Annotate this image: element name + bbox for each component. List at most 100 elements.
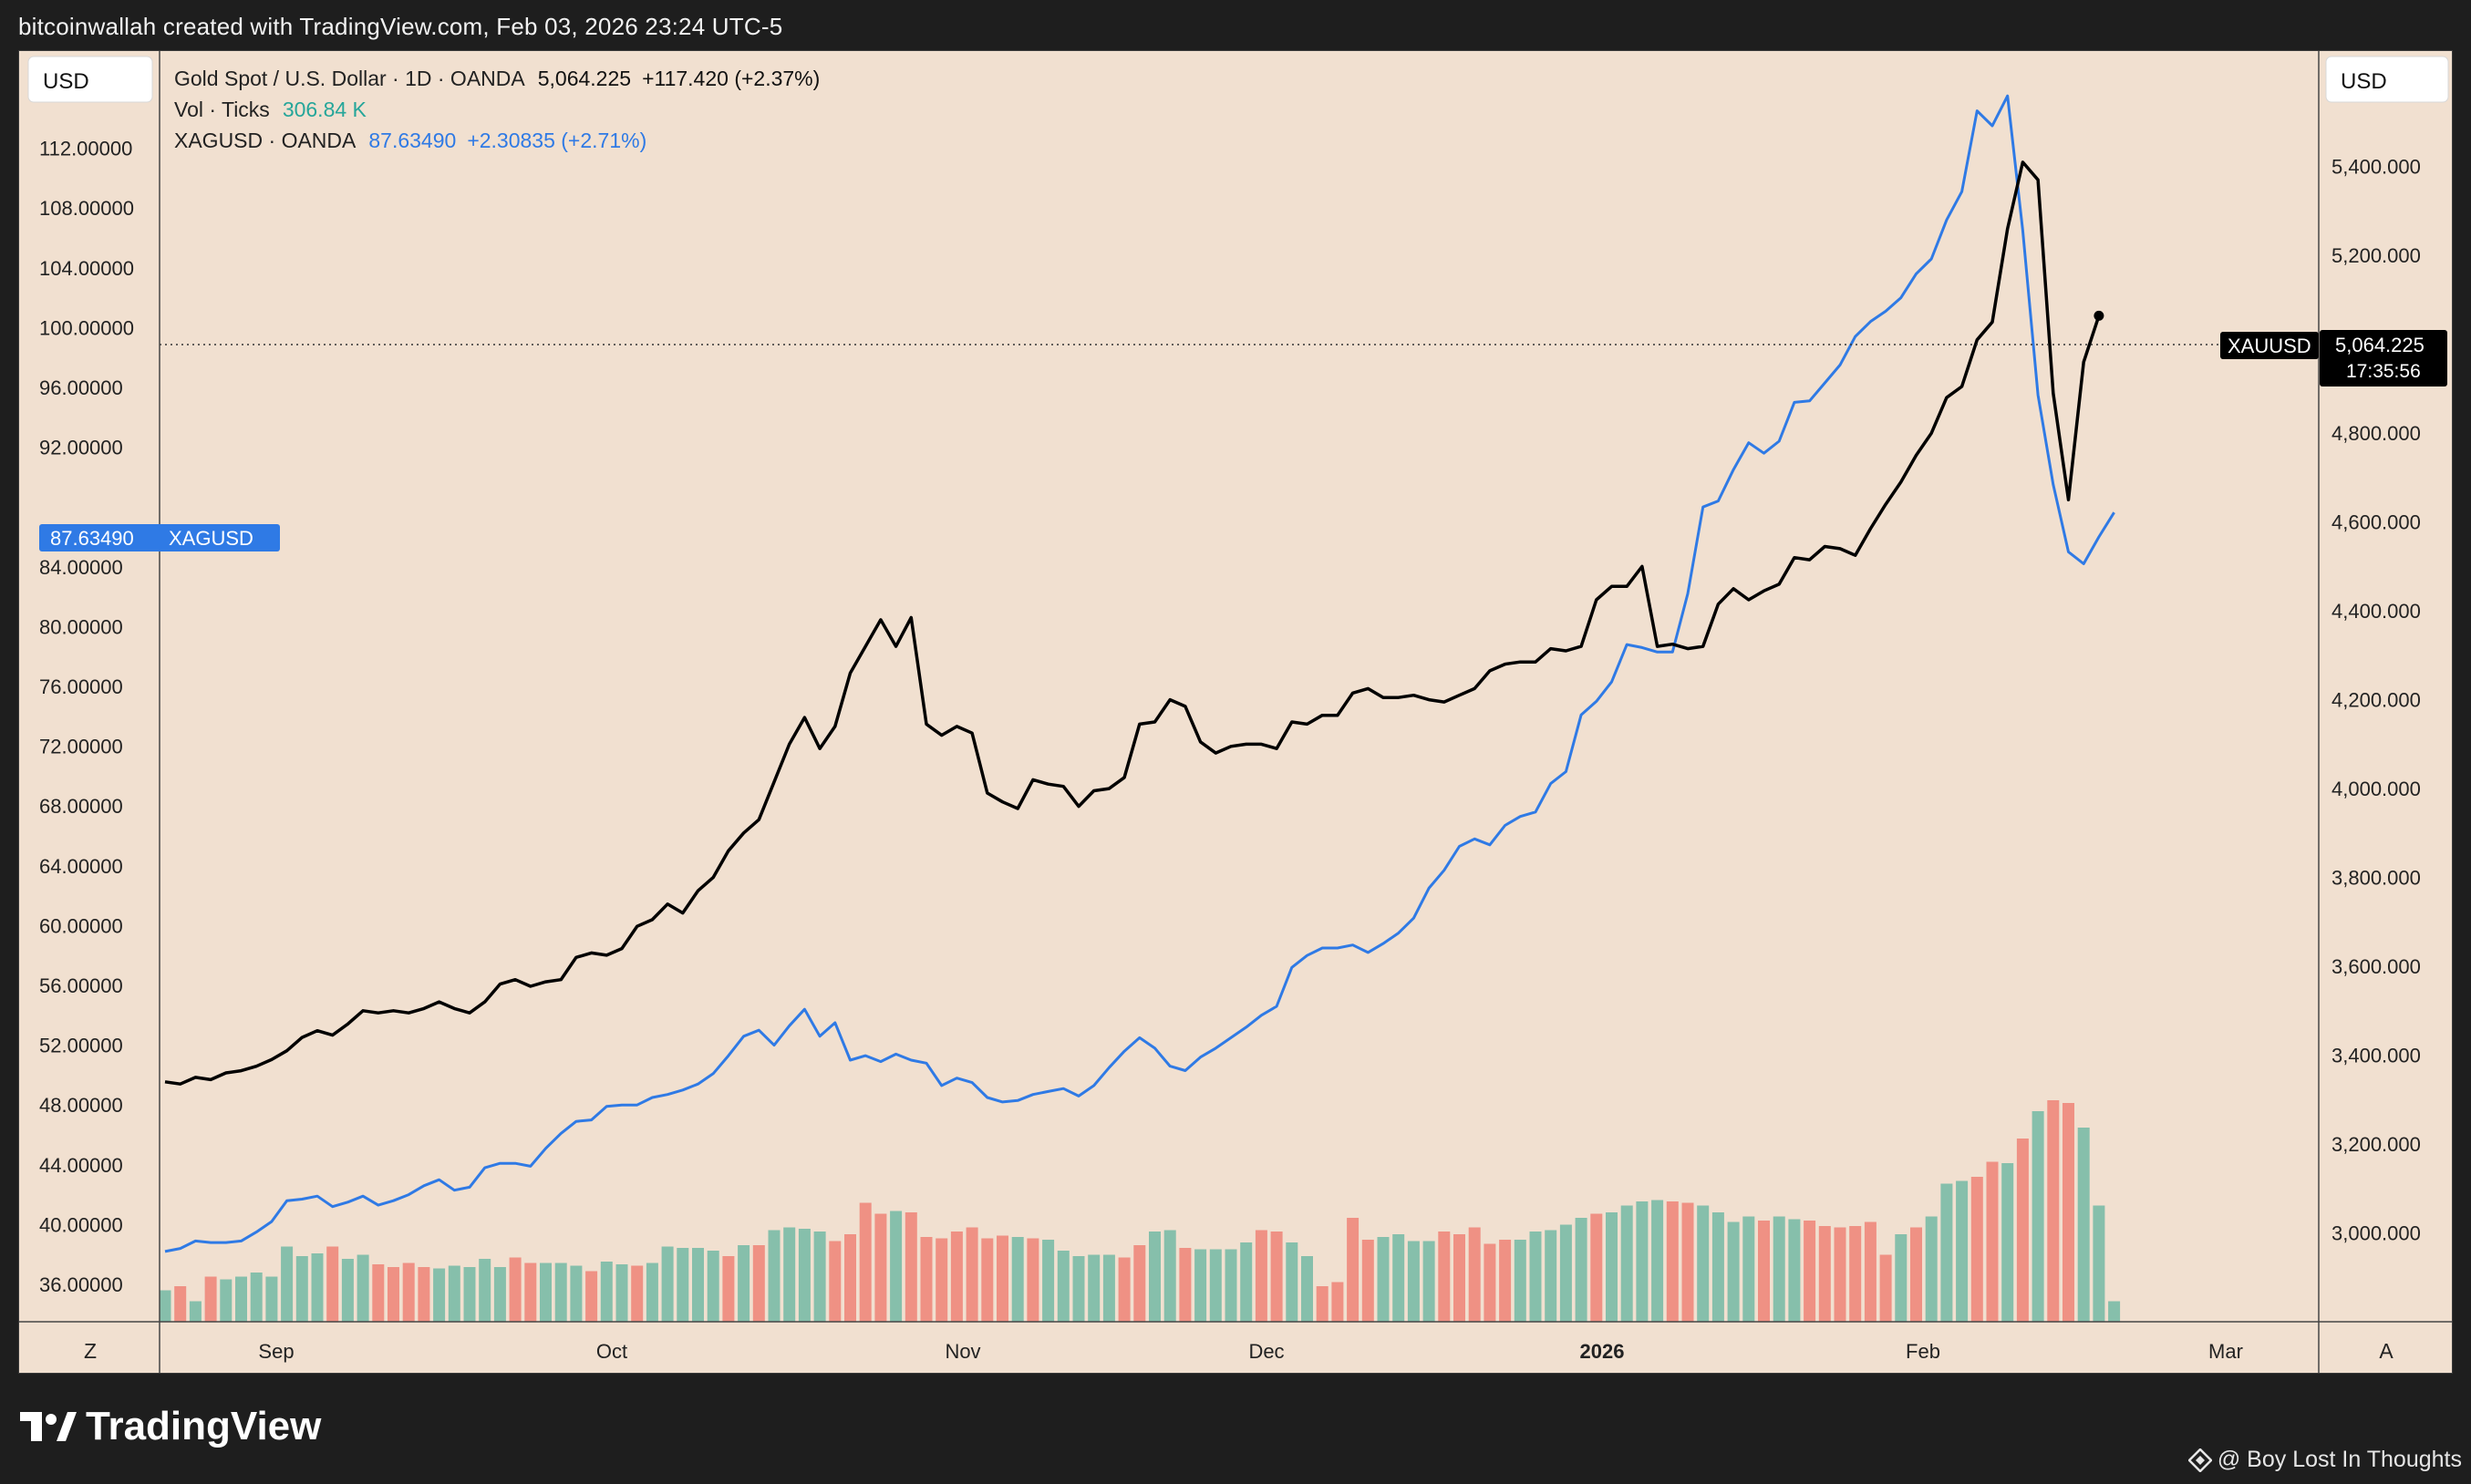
volume-bar: [829, 1241, 842, 1322]
left-scale-tick-label: 60.00000: [39, 914, 123, 937]
volume-bar: [2001, 1163, 2014, 1322]
gold-symbol-badge: XAUUSD: [2220, 332, 2319, 359]
time-zoom-button[interactable]: Z: [84, 1339, 97, 1363]
volume-bar: [220, 1279, 233, 1322]
right-scale-tick-label: 5,400.000: [2331, 156, 2421, 179]
volume-bar: [204, 1276, 217, 1322]
volume-bar: [1331, 1282, 1344, 1322]
volume-bar: [540, 1262, 552, 1322]
legend-gold-row[interactable]: Gold Spot / U.S. Dollar · 1D · OANDA 5,06…: [174, 67, 820, 90]
volume-bar: [1514, 1240, 1526, 1322]
volume-bar: [1940, 1183, 1953, 1322]
volume-bar: [2016, 1139, 2029, 1322]
volume-bar: [1727, 1221, 1740, 1322]
volume-bar: [1468, 1227, 1481, 1322]
volume-bar: [2093, 1205, 2105, 1322]
legend-silver-row[interactable]: XAGUSD · OANDA 87.63490 +2.30835 (+2.71%): [174, 129, 646, 152]
legend-gold-change: +117.420 (+2.37%): [642, 67, 820, 90]
volume-bar: [388, 1267, 399, 1322]
volume-bar: [570, 1265, 583, 1322]
volume-bar: [174, 1286, 187, 1322]
volume-bar: [1255, 1230, 1267, 1322]
volume-bar: [1956, 1180, 1969, 1322]
volume-bar: [493, 1267, 506, 1322]
volume-bar: [981, 1238, 994, 1322]
volume-bar: [433, 1268, 446, 1322]
left-scale-tick-label: 52.00000: [39, 1035, 123, 1057]
left-currency-button[interactable]: USD: [27, 56, 153, 103]
volume-bar: [326, 1246, 339, 1322]
volume-bar: [646, 1262, 658, 1322]
left-scale-tick-label: 92.00000: [39, 437, 123, 459]
left-scale-tick-label: 112.00000: [39, 138, 132, 160]
volume-bar: [1133, 1245, 1146, 1322]
volume-bar: [1864, 1221, 1877, 1322]
volume-bar: [1910, 1227, 1922, 1322]
volume-bar: [1986, 1161, 1999, 1322]
right-price-scale[interactable]: 5,600.0005,400.0005,200.0004,800.0004,60…: [2331, 67, 2421, 1244]
volume-bar: [874, 1213, 887, 1322]
tradingview-logo[interactable]: TradingView: [20, 1404, 321, 1449]
volume-bar: [1057, 1251, 1070, 1322]
silver-price-line[interactable]: [164, 94, 2115, 1253]
left-price-scale[interactable]: 116.00000112.00000108.00000104.00000100.…: [39, 77, 134, 1296]
volume-bar: [936, 1238, 948, 1322]
left-currency-label: USD: [43, 69, 89, 94]
volume-bar: [235, 1276, 247, 1322]
volume-bar: [189, 1301, 202, 1322]
volume-bar: [950, 1232, 963, 1322]
volume-bar: [1834, 1227, 1846, 1322]
time-axis[interactable]: Sep Oct Nov Dec 2026 Feb Mar: [258, 1340, 2243, 1363]
auto-scale-button[interactable]: A: [2379, 1339, 2393, 1363]
main-pane[interactable]: [160, 51, 2319, 1322]
legend-gold-name: Gold Spot / U.S. Dollar · 1D · OANDA: [174, 67, 525, 90]
volume-bar: [1422, 1241, 1435, 1322]
volume-bar: [997, 1235, 1008, 1322]
tradingview-logo-text: TradingView: [86, 1404, 322, 1448]
right-scale-tick-label: 4,400.000: [2331, 600, 2421, 623]
time-axis-label: Nov: [945, 1340, 980, 1363]
volume-bar: [600, 1262, 613, 1322]
left-scale-tick-label: 84.00000: [39, 556, 123, 579]
right-scale-tick-label: 3,000.000: [2331, 1222, 2421, 1245]
right-currency-button[interactable]: USD: [2325, 56, 2449, 103]
volume-bar: [1620, 1205, 1633, 1322]
volume-bar: [859, 1202, 872, 1322]
volume-bar: [1788, 1219, 1801, 1322]
silver-price-badge: 87.63490 XAGUSD: [39, 524, 280, 551]
volume-bar: [1072, 1256, 1085, 1322]
volume-bar: [1879, 1254, 1892, 1322]
volume-bar: [1697, 1205, 1710, 1322]
snapshot-caption: bitcoinwallah created with TradingView.c…: [18, 13, 783, 40]
volume-bar: [2047, 1100, 2060, 1322]
gold-badge-label: XAUUSD: [2228, 335, 2311, 357]
volume-bar: [1194, 1249, 1207, 1322]
volume-bar: [783, 1227, 796, 1322]
volume-layer: [159, 1100, 2121, 1322]
chart-svg[interactable]: 116.00000112.00000108.00000104.00000100.…: [19, 51, 2453, 1374]
volume-bar: [1484, 1243, 1496, 1322]
volume-bar: [1088, 1254, 1101, 1322]
volume-bar: [1849, 1226, 1862, 1322]
volume-bar: [1529, 1232, 1542, 1322]
volume-bar: [905, 1212, 917, 1322]
right-currency-label: USD: [2341, 69, 2387, 94]
volume-bar: [2077, 1128, 2090, 1322]
volume-bar: [265, 1276, 278, 1322]
right-scale-tick-label: 3,800.000: [2331, 867, 2421, 890]
volume-bar: [707, 1251, 719, 1322]
volume-bar: [1240, 1242, 1253, 1322]
credit-text: @ Boy Lost In Thoughts: [2217, 1447, 2462, 1472]
volume-bar: [1118, 1257, 1131, 1322]
volume-bar: [966, 1227, 978, 1322]
chart-container[interactable]: 116.00000112.00000108.00000104.00000100.…: [18, 50, 2453, 1374]
volume-bar: [1453, 1234, 1465, 1322]
volume-bar: [1651, 1200, 1664, 1322]
time-axis-label: Oct: [596, 1340, 627, 1363]
volume-bar: [1316, 1286, 1329, 1322]
volume-bar: [1590, 1213, 1603, 1322]
volume-bar: [1895, 1234, 1908, 1322]
gold-price-line[interactable]: [164, 160, 2101, 1086]
volume-bar: [1499, 1240, 1512, 1322]
legend-volume-row[interactable]: Vol · Ticks 306.84 K: [174, 98, 367, 121]
